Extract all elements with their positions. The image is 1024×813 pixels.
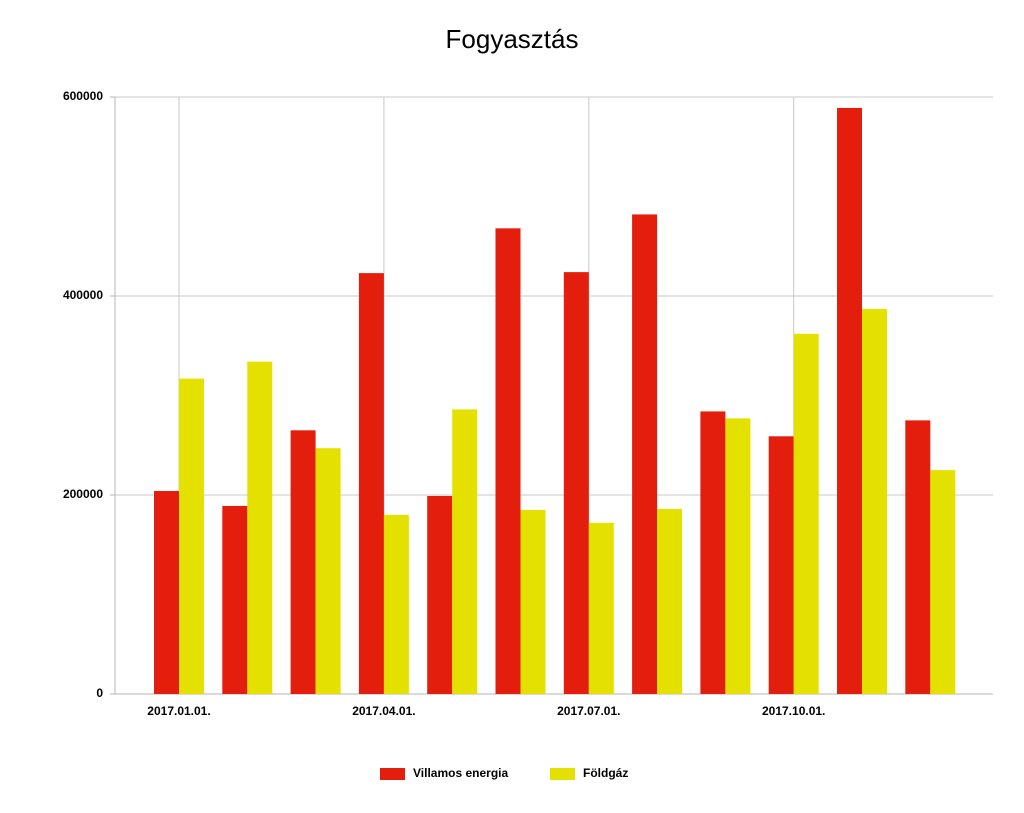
y-tick-label: 600000: [63, 89, 103, 103]
bar: [520, 509, 546, 694]
bar: [179, 378, 204, 694]
bar: [563, 272, 589, 694]
y-tick-label: 200000: [63, 487, 103, 501]
legend-swatch: [380, 768, 405, 780]
bar: [495, 228, 521, 694]
bar: [247, 361, 273, 694]
x-tick-label: 2017.07.01.: [557, 704, 620, 718]
bar: [452, 409, 478, 694]
chart-title: Fogyasztás: [446, 24, 579, 54]
bar: [657, 508, 683, 694]
bar: [632, 214, 658, 694]
x-tick-label: 2017.01.01.: [147, 704, 210, 718]
bar: [862, 308, 887, 694]
bar: [725, 418, 751, 694]
bar: [222, 505, 248, 694]
bar: [588, 522, 614, 694]
legend-swatch: [550, 768, 575, 780]
bar: [383, 514, 409, 694]
bar: [154, 491, 179, 694]
bar: [793, 333, 819, 694]
y-tick-label: 0: [96, 686, 103, 700]
bar: [700, 411, 726, 694]
legend-label: Földgáz: [583, 766, 628, 780]
bar: [768, 436, 794, 694]
bar: [290, 430, 316, 694]
x-tick-label: 2017.04.01.: [352, 704, 415, 718]
bar: [930, 470, 956, 694]
y-tick-label: 400000: [63, 288, 103, 302]
x-tick-label: 2017.10.01.: [762, 704, 825, 718]
bar: [427, 495, 453, 694]
legend-label: Villamos energia: [413, 766, 508, 780]
bar: [315, 448, 341, 694]
bar: [358, 273, 384, 694]
bar: [905, 420, 931, 694]
bar: [837, 107, 862, 694]
